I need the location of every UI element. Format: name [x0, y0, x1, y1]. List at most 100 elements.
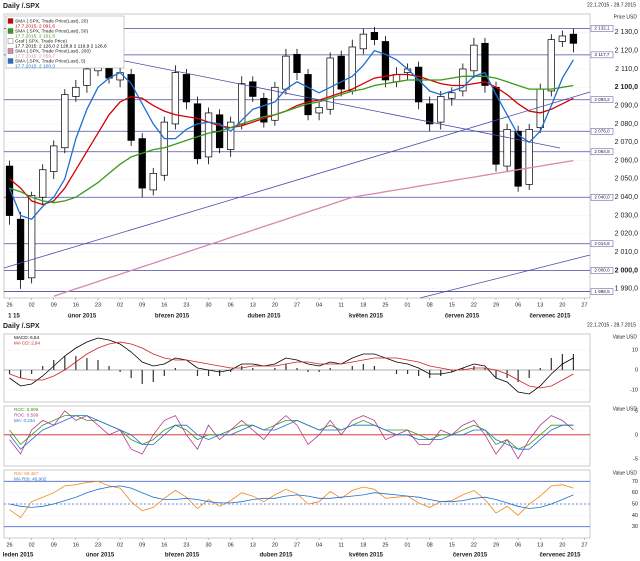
level-tag	[590, 240, 614, 248]
legend-value: 17.7.2015: 2 126,0 2 128,9 2 119,9 2 126…	[15, 43, 107, 49]
candle-body	[426, 103, 434, 125]
series-line	[53, 159, 574, 297]
date-range: 22.1.2015 - 28.7.2015	[587, 322, 636, 328]
y-tick-label: 2 090,0	[615, 102, 638, 109]
x-tick-label: 09	[139, 302, 145, 308]
series-line	[9, 75, 574, 204]
histogram-bar	[152, 370, 154, 382]
y-tick-label: 2 070,0	[615, 139, 638, 146]
y-tick-label: 1 990,0	[615, 286, 638, 293]
y-tick-label: 2 010,0	[615, 249, 638, 256]
candle-body	[326, 57, 334, 110]
x-tick-label: 02	[29, 302, 35, 308]
y-tick-label: 60	[632, 490, 638, 496]
x-tick-label: 04	[316, 542, 322, 548]
y-tick-label: 50	[632, 501, 638, 507]
histogram-bar	[318, 370, 320, 372]
candle-body	[260, 97, 268, 123]
x-tick-label: 09	[139, 542, 145, 548]
level-label: 2 040,0	[594, 194, 610, 199]
histogram-bar	[307, 370, 309, 372]
histogram-bar	[64, 356, 66, 370]
y-tick-label: 2 050,0	[615, 176, 638, 183]
x-tick-label: 15	[449, 302, 455, 308]
candle-body	[481, 42, 489, 86]
month-label: květen 2015	[349, 553, 384, 559]
x-tick-label: 13	[250, 302, 256, 308]
x-tick-label: 27	[294, 542, 300, 548]
legend-label: SMA (.SPX, Trade Price(Last), 200)	[15, 48, 91, 54]
histogram-bar	[462, 368, 464, 370]
legend-swatch	[7, 18, 14, 24]
x-tick-label: 30	[205, 302, 211, 308]
legend-label: MA CD: 2,94	[14, 341, 40, 346]
candle-body	[569, 33, 578, 44]
candle-body	[392, 74, 401, 83]
y-tick-label: 5	[635, 408, 638, 414]
candle-body	[525, 129, 533, 185]
series-line	[9, 415, 574, 450]
x-tick-label: 16	[73, 542, 79, 548]
legend-swatch	[7, 48, 14, 54]
candle-body	[459, 68, 467, 92]
histogram-bar	[130, 370, 132, 378]
histogram-bar	[550, 358, 552, 370]
candle-body	[171, 72, 180, 125]
level-label: 2 132,1	[594, 26, 610, 31]
candle-body	[138, 138, 146, 189]
x-tick-label: 06	[228, 302, 234, 308]
histogram-bar	[97, 360, 99, 370]
trendline	[119, 59, 561, 149]
legend-value: 17.7.2015: 2 059,7	[15, 53, 55, 59]
x-tick-label: 15	[449, 542, 455, 548]
trendline	[419, 254, 591, 299]
series-line	[9, 341, 574, 389]
x-tick-label: 13	[537, 302, 543, 308]
candle-body	[547, 39, 555, 92]
candle-body	[514, 130, 522, 187]
candle-body	[72, 86, 80, 97]
candle-body	[204, 112, 213, 158]
candle-body	[83, 68, 91, 86]
x-tick-label: 20	[272, 302, 278, 308]
date-range: 22.1.2015 - 28.7.2015	[587, 2, 636, 8]
y-tick-label: 2 020,0	[615, 231, 638, 238]
y-tick-label: 40	[632, 513, 638, 519]
legend-label: ROC: 0,999	[14, 407, 39, 412]
x-tick-label: 27	[581, 542, 587, 548]
level-tag	[590, 148, 614, 156]
series-line	[9, 73, 574, 206]
histogram-bar	[196, 370, 199, 376]
histogram-bar	[75, 356, 77, 370]
candle-body	[370, 31, 379, 41]
y-tick-label: 70	[632, 479, 638, 485]
level-label: 2 064,8	[594, 149, 610, 154]
histogram-bar	[274, 368, 276, 370]
histogram-bar	[252, 368, 254, 370]
x-tick-label: 04	[316, 302, 322, 308]
x-tick-label: 16	[73, 302, 79, 308]
y-tick-label: 0	[635, 367, 638, 373]
level-tag	[590, 96, 614, 103]
candle-body	[16, 218, 25, 281]
x-tick-label: 26	[6, 302, 12, 308]
x-tick-label: 01	[405, 302, 411, 308]
y-tick-label: -5	[633, 456, 638, 462]
level-tag	[590, 25, 614, 32]
trendline	[3, 91, 591, 269]
month-label: únor 2015	[86, 553, 115, 559]
candle-body	[282, 55, 290, 90]
histogram-bar	[174, 368, 176, 370]
level-tag	[590, 267, 614, 274]
candle-body	[227, 121, 235, 150]
level-label: 2 093,2	[594, 97, 610, 102]
x-tick-label: 23	[183, 302, 189, 308]
level-label: 2 117,7	[595, 52, 610, 57]
level-tag	[590, 288, 614, 295]
candle-body	[149, 173, 157, 191]
x-tick-label: 20	[559, 302, 565, 308]
legend-label: SMA (.SPX, Trade Price(Last), 20)	[15, 18, 88, 24]
legend-label: Graf (.SPX, Trade Price)	[15, 38, 67, 44]
x-tick-label: 06	[515, 542, 521, 548]
histogram-bar	[451, 370, 453, 372]
